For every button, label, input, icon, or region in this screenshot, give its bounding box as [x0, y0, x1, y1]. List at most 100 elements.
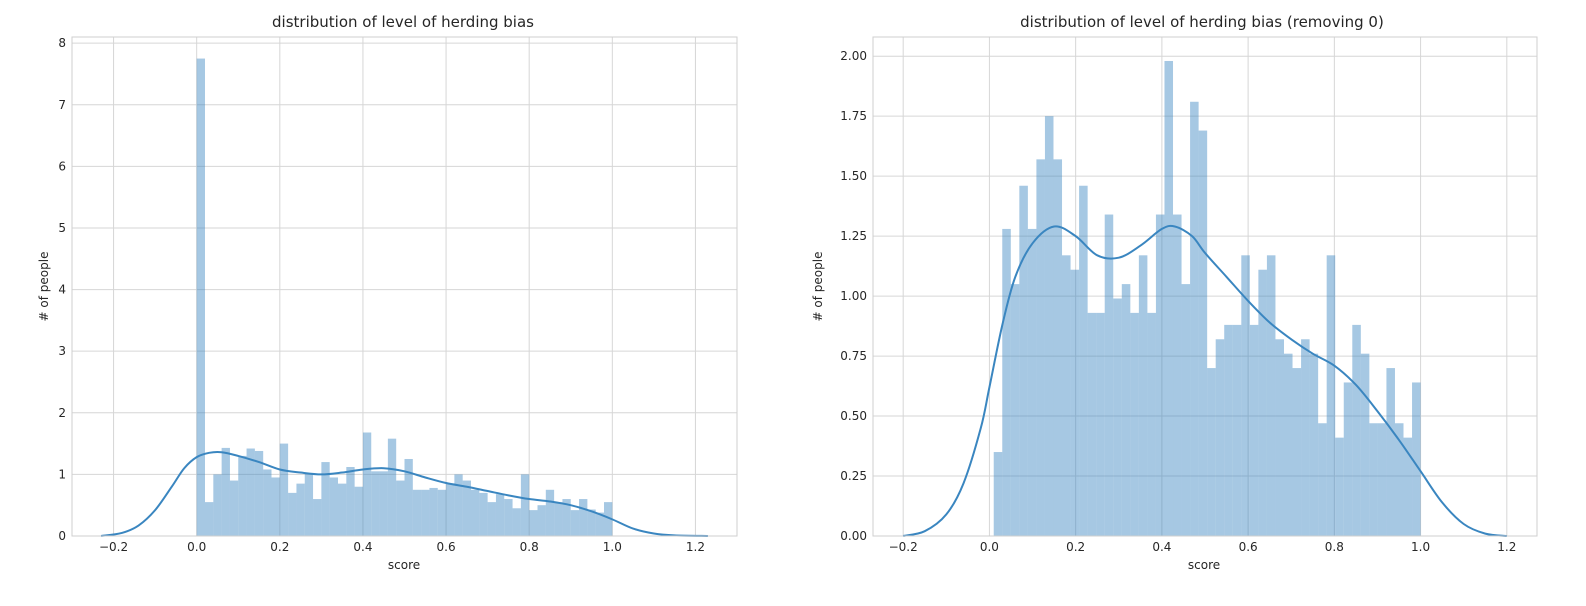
histogram-bar: [379, 471, 388, 536]
histogram-bar: [329, 477, 338, 536]
histogram-bar: [1394, 423, 1404, 536]
histogram-bar: [1292, 368, 1302, 536]
histogram-bar: [404, 458, 413, 536]
histogram-bar: [471, 489, 480, 536]
histogram-bar: [1377, 423, 1387, 536]
chart-title: distribution of level of herding bias: [272, 13, 534, 31]
histogram-bar: [1258, 269, 1267, 536]
x-tick-label: −0.2: [889, 540, 918, 554]
histogram-bar: [229, 480, 239, 536]
plot-area: [72, 37, 737, 536]
plot-area: [873, 37, 1537, 536]
histogram-bar: [1266, 255, 1276, 536]
histogram-bar: [196, 58, 205, 536]
histogram-bar: [1232, 324, 1242, 536]
histogram-bar: [587, 509, 596, 536]
histogram-bar: [570, 510, 580, 536]
histogram-bar: [288, 492, 297, 536]
y-tick-label: 3: [58, 344, 66, 358]
histogram-bar: [1164, 60, 1174, 536]
histogram-bar: [412, 489, 422, 536]
x-tick-label: 0.2: [270, 540, 289, 554]
x-axis-label: score: [1188, 558, 1220, 572]
histogram-bar: [1412, 382, 1421, 536]
histogram-bar: [304, 473, 314, 536]
histogram-bar: [221, 447, 230, 536]
x-tick-label: 0.8: [520, 540, 539, 554]
histogram-bar: [1027, 228, 1037, 536]
x-tick-label: 0.4: [1152, 540, 1171, 554]
x-tick-label: −0.2: [99, 540, 128, 554]
histogram-bar: [429, 487, 438, 536]
histogram-bar: [579, 499, 588, 536]
histogram-bar: [263, 469, 272, 536]
histogram-bar: [1360, 353, 1370, 536]
histogram-bar: [205, 502, 214, 536]
histogram-bar: [1155, 214, 1165, 536]
y-tick-label: 2: [58, 406, 66, 420]
histogram-bar: [479, 492, 488, 536]
histogram-bar: [545, 489, 555, 536]
histogram-bar: [238, 455, 247, 536]
histogram-bar: [595, 512, 604, 536]
histogram-bar: [604, 502, 613, 536]
histogram-bar: [993, 452, 1003, 536]
histogram-bar: [1113, 298, 1122, 536]
histogram-bar: [537, 505, 546, 536]
y-axis-label: # of people: [811, 252, 825, 322]
histogram-bar: [313, 499, 322, 536]
histogram-bar: [1130, 312, 1139, 536]
histogram-bar: [1326, 255, 1336, 536]
histogram-bar: [1309, 353, 1319, 536]
histogram-bar: [1335, 437, 1344, 536]
histogram-bar: [454, 474, 463, 536]
histogram-bar: [254, 450, 264, 536]
histogram-bar: [362, 432, 372, 536]
histogram-bar: [437, 489, 447, 536]
histogram-bar: [1369, 423, 1378, 536]
plot-border: [872, 36, 1538, 537]
histogram-bar: [271, 477, 280, 536]
histogram-bar: [529, 510, 538, 536]
y-axis-label: # of people: [37, 252, 51, 322]
x-tick-label: 0.6: [1239, 540, 1258, 554]
y-tick-label: 7: [58, 98, 66, 112]
y-tick-label: 1.50: [840, 169, 867, 183]
kde-curve: [100, 450, 708, 537]
histogram-bar: [1079, 185, 1088, 536]
histogram-bar: [1318, 423, 1327, 536]
histogram-bar: [512, 508, 521, 536]
histogram-bar: [321, 462, 330, 536]
histogram-bar: [387, 438, 397, 536]
histogram-bar: [346, 467, 355, 536]
histogram-bar: [1249, 324, 1259, 536]
y-tick-label: 0.50: [840, 409, 867, 423]
histogram-bar: [1241, 255, 1250, 536]
histogram-bar: [338, 483, 347, 536]
histogram-bar: [1036, 159, 1045, 537]
histogram-bar: [562, 499, 571, 536]
histogram-bar: [396, 480, 405, 536]
kde-curve: [902, 224, 1507, 537]
x-tick-label: 0.6: [437, 540, 456, 554]
histogram-bars: [196, 58, 613, 536]
histogram-bar: [1224, 324, 1233, 536]
histogram-bar: [1062, 255, 1071, 536]
x-tick-label: 1.0: [1411, 540, 1430, 554]
chart-right: −0.2 0.0 0.2 0.4 0.6 0.8 1.0 1.2 0.00 0.25 0.50 0.7…: [811, 13, 1538, 572]
histogram-bar: [1190, 101, 1199, 536]
histogram-bar: [279, 443, 289, 536]
x-tick-label: 0.2: [1066, 540, 1085, 554]
y-tick-label: 0.75: [840, 349, 867, 363]
y-tick-label: 0.25: [840, 469, 867, 483]
histogram-bar: [1386, 368, 1395, 536]
y-tick-label: 1.75: [840, 109, 867, 123]
histogram-bar: [1215, 339, 1225, 536]
histogram-bar: [1403, 437, 1413, 536]
y-tick-label: 1: [58, 467, 66, 481]
histogram-bar: [1173, 214, 1182, 536]
histogram-bar: [296, 483, 305, 536]
histogram-bar: [1070, 269, 1080, 536]
y-tick-label: 0.00: [840, 529, 867, 543]
histogram-bar: [1002, 228, 1011, 536]
